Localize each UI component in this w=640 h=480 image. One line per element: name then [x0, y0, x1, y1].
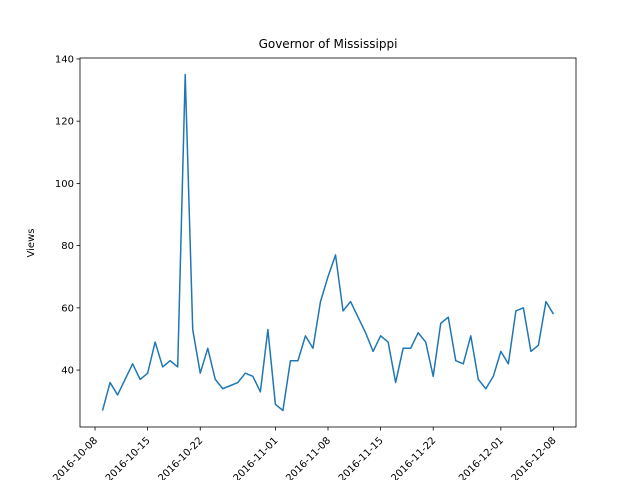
x-tick-label: 2016-10-08 — [51, 435, 100, 480]
chart-title: Governor of Mississippi — [259, 37, 398, 51]
y-axis-label: Views — [26, 229, 37, 258]
y-tick-label: 80 — [61, 241, 74, 252]
x-tick-label: 2016-11-22 — [389, 435, 438, 480]
x-tick-label: 2016-11-08 — [284, 435, 333, 480]
y-tick-label: 40 — [61, 366, 74, 377]
y-tick-label: 100 — [55, 179, 74, 190]
x-tick-label: 2016-10-22 — [156, 435, 205, 480]
line-series — [101, 73, 555, 412]
y-tick-label: 120 — [55, 117, 74, 128]
x-tick-label: 2016-12-08 — [510, 435, 559, 480]
y-tick-label: 60 — [61, 303, 74, 314]
x-tick-label: 2016-12-01 — [457, 435, 506, 480]
x-tick-label: 2016-10-15 — [104, 435, 153, 480]
plot-frame — [79, 57, 577, 428]
x-tick-label: 2016-11-15 — [337, 435, 386, 480]
x-tick-label: 2016-11-01 — [232, 435, 281, 480]
y-tick-label: 140 — [55, 54, 74, 65]
